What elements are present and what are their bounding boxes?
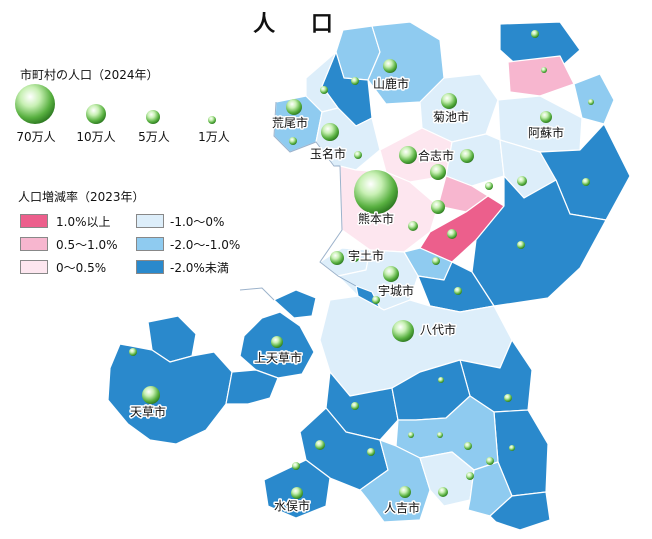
bubble-small-5[interactable] — [531, 30, 539, 38]
bubble-small-19[interactable] — [438, 377, 444, 383]
label-koshi: 合志市 — [418, 148, 454, 163]
bubble-hitoyoshi[interactable] — [399, 486, 411, 498]
bubble-small-28[interactable] — [509, 445, 515, 451]
bubble-ozu[interactable] — [460, 149, 474, 163]
bubble-small-29[interactable] — [466, 472, 474, 480]
label-amakusa: 天草市 — [130, 404, 166, 419]
growth-legend-title: 人口増減率（2023年） — [18, 190, 145, 204]
bubble-yatsushiro[interactable] — [392, 320, 414, 342]
legend-bubble-100k — [86, 104, 106, 124]
bubble-koshi[interactable] — [399, 146, 417, 164]
bubble-small-16[interactable] — [372, 296, 380, 304]
region-hitoyoshi[interactable] — [359, 439, 431, 523]
bubble-uto[interactable] — [330, 251, 344, 265]
legend-bubble-10k — [208, 116, 216, 124]
label-kamiamakusa: 上天草市 — [254, 350, 302, 365]
city-labels: 山鹿市 荒尾市 菊池市 阿蘇市 玉名市 合志市 熊本市 宇土市 宇城市 八代市 … — [129, 75, 566, 517]
region-minamioguni[interactable] — [507, 55, 575, 97]
population-legend-title: 市町村の人口（2024年） — [20, 68, 159, 82]
bubble-small-6[interactable] — [541, 67, 547, 73]
legend-swatch-1 — [20, 214, 48, 228]
bubble-kumamoto[interactable] — [354, 170, 398, 214]
legend-size-label-10k: 1万人 — [198, 130, 230, 144]
region-yamato[interactable] — [471, 175, 607, 307]
legend-swatch-5 — [136, 237, 164, 251]
region-amakusa[interactable] — [107, 343, 233, 445]
label-kumamoto: 熊本市 — [358, 211, 394, 226]
coastline — [239, 101, 357, 301]
bubble-small-13[interactable] — [517, 241, 525, 249]
label-minamata: 水俣市 — [274, 498, 310, 513]
map-title: 人 口 — [253, 12, 347, 37]
legend-swatch-label-5: -2.0～-1.0% — [170, 238, 241, 252]
label-yamaga: 山鹿市 — [373, 76, 409, 91]
bubble-small-24[interactable] — [408, 432, 414, 438]
bubble-uki[interactable] — [383, 266, 399, 282]
bubble-yamaga[interactable] — [383, 59, 397, 73]
label-uto: 宇土市 — [348, 248, 384, 263]
label-yatsushiro: 八代市 — [420, 322, 456, 337]
bubble-small-21[interactable] — [351, 402, 359, 410]
legend-bubble-700k — [15, 84, 55, 124]
bubble-small-23[interactable] — [367, 448, 375, 456]
bubble-kikuchi[interactable] — [441, 93, 457, 109]
bubble-small-1[interactable] — [289, 137, 297, 145]
legend-swatch-label-4: -1.0～0% — [170, 215, 225, 229]
legend-swatch-label-3: 0～0.5% — [56, 261, 107, 275]
label-arao: 荒尾市 — [272, 115, 308, 130]
legend-swatch-3 — [20, 260, 48, 274]
legend-swatch-label-2: 0.5～1.0% — [56, 238, 118, 252]
label-hitoyoshi: 人吉市 — [384, 500, 420, 515]
bubble-tamana[interactable] — [321, 123, 339, 141]
bubble-small-11[interactable] — [447, 229, 457, 239]
bubble-small-25[interactable] — [437, 432, 443, 438]
bubble-small-22[interactable] — [315, 440, 325, 450]
legend-swatch-4 — [136, 214, 164, 228]
label-tamana: 玉名市 — [310, 146, 346, 161]
bubble-mashiki[interactable] — [431, 200, 445, 214]
bubble-arao[interactable] — [286, 99, 302, 115]
bubble-small-4[interactable] — [354, 151, 362, 159]
legend-swatch-label-1: 1.0%以上 — [56, 215, 111, 229]
legend-bubble-50k — [146, 110, 160, 124]
bubble-amakusa[interactable] — [142, 386, 160, 404]
bubble-small-10[interactable] — [485, 182, 493, 190]
bubble-small-9[interactable] — [582, 178, 590, 186]
population-legend-symbols — [15, 84, 216, 124]
bubble-kikuyo[interactable] — [430, 164, 446, 180]
legend-swatch-2 — [20, 237, 48, 251]
bubble-small-2[interactable] — [320, 86, 328, 94]
region-ozu[interactable] — [445, 133, 505, 187]
label-uki: 宇城市 — [378, 283, 414, 298]
bubble-small-7[interactable] — [588, 99, 594, 105]
legend-swatch-6 — [136, 260, 164, 274]
bubble-small-12[interactable] — [408, 221, 418, 231]
region-aso-north[interactable] — [573, 73, 615, 125]
legend-size-label-100k: 10万人 — [76, 130, 116, 144]
bubble-small-20[interactable] — [504, 394, 512, 402]
bubble-small-17[interactable] — [351, 254, 359, 262]
bubble-small-31[interactable] — [292, 462, 300, 470]
legend-swatch-label-6: -2.0%未満 — [170, 261, 229, 275]
bubble-small-3[interactable] — [351, 77, 359, 85]
label-aso: 阿蘇市 — [528, 125, 564, 140]
legend-size-label-50k: 5万人 — [138, 130, 170, 144]
label-kikuchi: 菊池市 — [433, 109, 469, 124]
bubble-small-15[interactable] — [454, 287, 462, 295]
population-bubbles — [129, 30, 594, 499]
bubble-small-30[interactable] — [438, 487, 448, 497]
bubble-small-27[interactable] — [486, 457, 494, 465]
bubble-small-14[interactable] — [432, 257, 440, 265]
region-oyano[interactable] — [273, 289, 317, 319]
legend-size-label-700k: 70万人 — [16, 130, 56, 144]
bubble-kamiamakusa[interactable] — [271, 336, 283, 348]
region-taragi[interactable] — [489, 491, 551, 531]
region-amakusa-east[interactable] — [225, 369, 279, 405]
bubble-small-26[interactable] — [464, 442, 472, 450]
bubble-small-18[interactable] — [129, 348, 137, 356]
bubble-minamata[interactable] — [291, 487, 303, 499]
bubble-small-8[interactable] — [517, 176, 527, 186]
bubble-aso[interactable] — [540, 111, 552, 123]
